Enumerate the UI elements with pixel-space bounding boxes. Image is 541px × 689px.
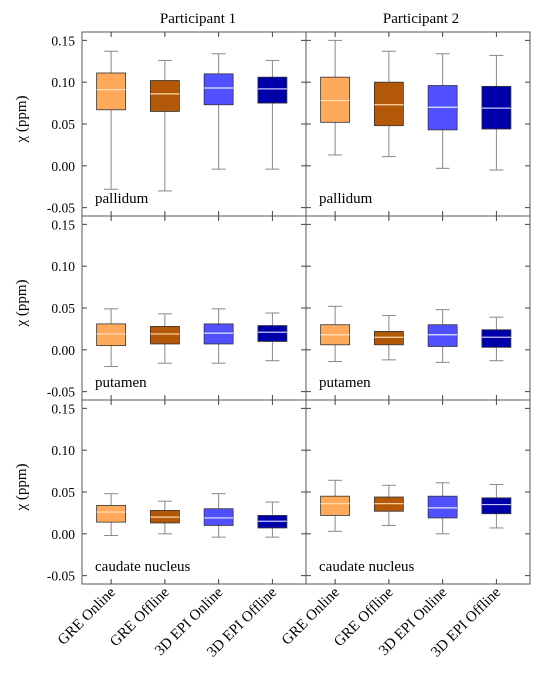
iqr-box: [257, 76, 288, 104]
box-3d-epi-online: [427, 482, 458, 535]
y-tick-label: -0.05: [47, 385, 75, 400]
panel-pallidum-participant-2: pallidum: [305, 31, 531, 217]
iqr-box: [96, 72, 127, 111]
box-gre-offline: [149, 500, 180, 535]
column-title-participant-1: Participant 1: [160, 11, 236, 27]
box-3d-epi-offline: [257, 59, 288, 170]
y-tick-label: 0.10: [51, 259, 75, 274]
iqr-box: [481, 329, 512, 348]
iqr-box: [203, 73, 234, 106]
y-tick-label: 0.10: [51, 443, 75, 458]
iqr-box: [257, 325, 288, 342]
panel-frame: [81, 399, 307, 585]
box-gre-offline: [373, 315, 404, 361]
iqr-box: [373, 81, 404, 127]
iqr-box: [481, 497, 512, 515]
iqr-box: [96, 504, 127, 523]
region-label: caudate nucleus: [95, 559, 191, 575]
y-tick-label: 0.05: [51, 301, 75, 316]
iqr-box: [96, 323, 127, 347]
box-3d-epi-online: [203, 53, 234, 170]
y-tick-label: -0.05: [47, 569, 75, 584]
region-label: pallidum: [95, 191, 149, 207]
box-gre-online: [96, 493, 127, 536]
box-gre-online: [96, 50, 127, 190]
panel-caudate-nucleus-participant-2: caudate nucleus: [305, 399, 531, 585]
y-axis-label: χ (ppm): [14, 463, 30, 511]
panel-frame: [81, 215, 307, 401]
panel-pallidum-participant-1: -0.05 0.00 0.05 0.10 0.15 pallidum: [47, 31, 307, 217]
box-gre-offline: [373, 50, 404, 158]
box-3d-epi-offline: [257, 501, 288, 538]
iqr-box: [427, 495, 458, 519]
y-tick-label: 0.00: [51, 159, 75, 174]
column-title-participant-2: Participant 2: [383, 11, 459, 27]
iqr-box: [320, 495, 351, 516]
y-tick-label: -0.05: [47, 201, 75, 216]
iqr-box: [203, 323, 234, 345]
y-tick-label: 0.15: [51, 217, 75, 232]
region-label: pallidum: [319, 191, 373, 207]
box-gre-online: [320, 305, 351, 363]
box-gre-offline: [149, 59, 180, 192]
y-axis-label: χ (ppm): [14, 279, 30, 327]
box-3d-epi-offline: [481, 483, 512, 529]
box-3d-epi-online: [427, 309, 458, 363]
y-tick-label: 0.15: [51, 33, 75, 48]
iqr-box: [149, 325, 180, 345]
y-tick-label: 0.05: [51, 117, 75, 132]
box-gre-offline: [149, 313, 180, 364]
y-axis-label: χ (ppm): [14, 95, 30, 143]
region-label: putamen: [319, 375, 371, 391]
box-gre-online: [320, 479, 351, 532]
box-3d-epi-offline: [481, 54, 512, 171]
panel-caudate-nucleus-participant-1: -0.05 0.00 0.05 0.10 0.15 caudate nucleus: [47, 399, 307, 585]
y-tick-label: 0.15: [51, 401, 75, 416]
iqr-box: [373, 331, 404, 346]
y-tick-label: 0.00: [51, 343, 75, 358]
box-3d-epi-offline: [257, 312, 288, 362]
box-gre-online: [320, 39, 351, 156]
box-gre-online: [96, 308, 127, 368]
y-tick-label: 0.05: [51, 485, 75, 500]
y-tick-label: 0.10: [51, 75, 75, 90]
box-3d-epi-online: [203, 308, 234, 364]
iqr-box: [320, 76, 351, 123]
box-gre-offline: [373, 484, 404, 526]
iqr-box: [427, 324, 458, 347]
region-label: caudate nucleus: [319, 559, 415, 575]
box-3d-epi-online: [427, 53, 458, 169]
panel-frame: [305, 215, 531, 401]
y-tick-label: 0.00: [51, 527, 75, 542]
iqr-box: [203, 508, 234, 526]
panel-putamen-participant-2: putamen: [305, 215, 531, 401]
panel-putamen-participant-1: -0.05 0.00 0.05 0.10 0.15 putamen: [47, 215, 307, 401]
box-3d-epi-offline: [481, 316, 512, 362]
region-label: putamen: [95, 375, 147, 391]
iqr-box: [149, 80, 180, 112]
box-3d-epi-online: [203, 493, 234, 538]
